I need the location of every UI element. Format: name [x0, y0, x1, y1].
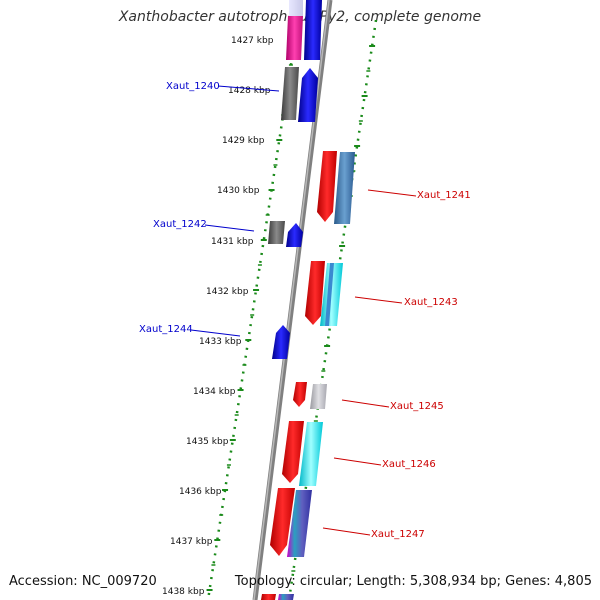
leader-xaut-1243 [354, 296, 403, 304]
outer-left-guide [206, 0, 303, 600]
gene-label-xaut-1246[interactable]: Xaut_1246 [382, 459, 436, 470]
gene-label-xaut-1240[interactable]: Xaut_1240 [166, 81, 220, 92]
gene-label-xaut-1247[interactable]: Xaut_1247 [371, 529, 425, 540]
topology-text: Topology: circular; Length: 5,308,934 bp… [234, 574, 592, 589]
tick-label-1434: 1434 kbp [193, 387, 236, 397]
gene-feature-1240-gray[interactable] [281, 67, 299, 120]
leader-xaut-1244 [190, 329, 241, 337]
leader-xaut-1247 [322, 527, 371, 536]
gene-feature-top-pink[interactable] [286, 16, 303, 60]
tick-label-1429: 1429 kbp [222, 136, 265, 146]
tick-label-1438: 1438 kbp [162, 587, 205, 597]
label-leaders [190, 85, 417, 536]
gene-feature-1247-mixed[interactable] [287, 490, 312, 557]
gene-feature-1241-steel[interactable] [334, 152, 355, 224]
gene-labels: Xaut_1240 Xaut_1242 Xaut_1244 Xaut_1241 … [139, 81, 471, 540]
gene-label-xaut-1242[interactable]: Xaut_1242 [153, 219, 207, 230]
gene-label-xaut-1243[interactable]: Xaut_1243 [404, 297, 458, 308]
gene-feature-1245-light[interactable] [310, 384, 327, 409]
genome-backbone [252, 0, 333, 600]
gene-feature-1246-cyan[interactable] [299, 422, 323, 486]
tick-label-1436: 1436 kbp [179, 487, 222, 497]
leader-xaut-1240 [217, 85, 280, 92]
tick-label-1428: 1428 kbp [228, 86, 271, 96]
gene-feature-1247-red[interactable] [270, 488, 295, 556]
gene-label-xaut-1241[interactable]: Xaut_1241 [417, 190, 471, 201]
gene-feature-1244-blue[interactable] [272, 325, 290, 359]
gene-feature-bottom-red[interactable] [261, 594, 276, 600]
leader-xaut-1246 [333, 457, 382, 466]
gene-feature-1241-red[interactable] [317, 151, 337, 222]
tick-label-1435: 1435 kbp [186, 437, 229, 447]
accession-text: Accession: NC_009720 [9, 574, 157, 589]
gene-feature-top-blue[interactable] [304, 0, 322, 60]
gene-features [261, 0, 355, 600]
leader-xaut-1241 [367, 189, 417, 197]
tick-label-1433: 1433 kbp [199, 337, 242, 347]
tick-label-1431: 1431 kbp [211, 237, 254, 247]
gene-feature-1240-blue[interactable] [298, 68, 318, 122]
gene-label-xaut-1244[interactable]: Xaut_1244 [139, 324, 193, 335]
tick-label-1432: 1432 kbp [206, 287, 249, 297]
leader-xaut-1245 [341, 399, 390, 408]
tick-label-1437: 1437 kbp [170, 537, 213, 547]
gene-feature-1245-red[interactable] [293, 382, 307, 407]
tick-label-1427: 1427 kbp [231, 36, 274, 46]
leader-xaut-1242 [204, 224, 255, 232]
gene-label-xaut-1245[interactable]: Xaut_1245 [390, 401, 444, 412]
gene-feature-bottom-mixed[interactable] [278, 594, 294, 600]
gene-feature-1246-red[interactable] [282, 421, 304, 483]
gene-feature-1243-steel[interactable] [325, 263, 334, 326]
tick-labels: 1427 kbp 1428 kbp 1429 kbp 1430 kbp 1431… [162, 36, 274, 597]
gene-feature-top-pale[interactable] [289, 0, 303, 16]
tick-label-1430: 1430 kbp [217, 186, 260, 196]
gene-feature-1243-red[interactable] [305, 261, 325, 325]
gene-feature-1242-gray[interactable] [268, 221, 285, 244]
gene-feature-1242-blue[interactable] [286, 223, 303, 247]
